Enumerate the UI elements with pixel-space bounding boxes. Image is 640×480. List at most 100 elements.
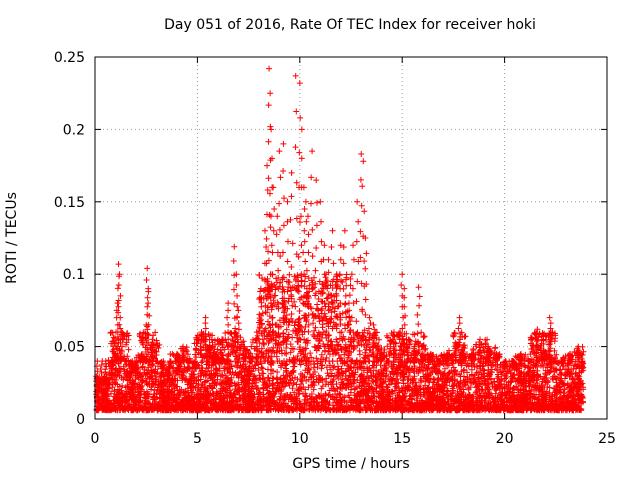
data-point <box>277 388 284 395</box>
data-point <box>431 361 438 368</box>
data-point <box>570 375 577 382</box>
data-point <box>305 365 312 372</box>
data-point <box>395 395 402 402</box>
x-axis-label: GPS time / hours <box>292 456 410 472</box>
data-point <box>533 371 540 378</box>
data-point <box>299 372 306 379</box>
data-point <box>373 367 380 374</box>
data-point <box>223 339 230 346</box>
data-point <box>312 313 319 320</box>
data-point <box>535 391 542 398</box>
data-point <box>128 384 135 391</box>
data-point <box>551 365 558 372</box>
data-point <box>289 385 296 392</box>
data-point <box>296 307 303 314</box>
data-point <box>341 301 348 308</box>
data-point <box>560 381 567 388</box>
data-point <box>368 390 375 397</box>
data-point <box>217 398 224 405</box>
data-point <box>292 303 299 310</box>
data-point <box>267 370 274 377</box>
data-point <box>259 365 266 372</box>
data-point <box>121 374 128 381</box>
data-point <box>486 401 493 408</box>
data-point <box>319 305 326 312</box>
data-point <box>420 333 427 340</box>
data-point <box>567 398 574 405</box>
data-point <box>490 395 497 402</box>
data-point <box>258 398 265 405</box>
data-point <box>255 367 262 374</box>
data-point <box>294 352 301 359</box>
data-point <box>255 390 262 397</box>
data-point <box>351 392 358 399</box>
data-point <box>270 382 277 389</box>
data-point <box>148 367 155 374</box>
data-point <box>480 347 487 354</box>
data-point <box>185 364 192 371</box>
data-point <box>192 351 199 358</box>
data-point <box>310 320 317 327</box>
data-point <box>563 393 570 400</box>
data-point <box>174 367 181 374</box>
data-point <box>312 280 319 287</box>
data-point <box>319 383 326 390</box>
data-point <box>361 365 368 372</box>
data-point <box>574 388 581 395</box>
data-point <box>210 392 217 399</box>
data-point <box>295 316 302 323</box>
data-point <box>123 390 130 397</box>
data-point <box>305 275 312 282</box>
data-point <box>377 393 384 400</box>
data-point <box>485 389 492 396</box>
data-point <box>153 337 160 344</box>
data-point <box>362 389 369 396</box>
data-point <box>282 379 289 386</box>
data-point <box>237 401 244 408</box>
data-point <box>291 298 298 305</box>
data-point <box>384 343 391 350</box>
data-point <box>566 371 573 378</box>
data-point <box>290 327 297 334</box>
data-point <box>417 376 424 383</box>
data-point <box>289 345 296 352</box>
data-point <box>312 324 319 331</box>
data-point <box>382 373 389 380</box>
data-point <box>358 341 365 348</box>
chart-title: Day 051 of 2016, Rate Of TEC Index for r… <box>164 17 536 33</box>
data-point <box>287 349 294 356</box>
data-point <box>526 387 533 394</box>
data-point <box>569 379 576 386</box>
data-point <box>289 284 296 291</box>
data-point <box>393 399 400 406</box>
data-point <box>339 278 346 285</box>
data-point <box>141 366 148 373</box>
data-point <box>322 390 329 397</box>
data-point <box>503 383 510 390</box>
data-point <box>333 381 340 388</box>
data-point <box>474 383 481 390</box>
data-point <box>551 373 558 380</box>
data-point <box>340 380 347 387</box>
data-point <box>487 375 494 382</box>
data-point <box>337 311 344 318</box>
data-point <box>348 397 355 404</box>
data-point <box>419 368 426 375</box>
data-point <box>468 366 475 373</box>
data-point <box>120 363 127 370</box>
data-point <box>336 335 343 342</box>
data-point <box>256 272 263 279</box>
data-point <box>436 367 443 374</box>
data-point <box>109 329 116 336</box>
data-point <box>444 388 451 395</box>
data-point <box>228 340 235 347</box>
data-point <box>376 336 383 343</box>
data-point <box>395 389 402 396</box>
data-point <box>481 390 488 397</box>
data-point <box>458 329 465 336</box>
data-point <box>386 348 393 355</box>
data-point <box>328 373 335 380</box>
data-point <box>287 341 294 348</box>
data-point <box>460 342 467 349</box>
data-point <box>205 364 212 371</box>
